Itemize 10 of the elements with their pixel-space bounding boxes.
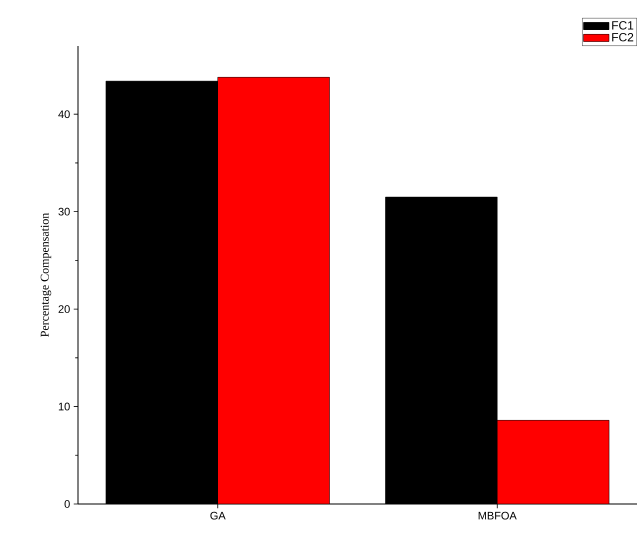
- legend-label: FC1: [612, 21, 634, 30]
- y-tick-label: 10: [58, 402, 70, 410]
- y-tick-label: 40: [58, 110, 70, 118]
- y-tick-label: 0: [64, 500, 70, 508]
- y-axis-title: Percentage Compensation: [40, 212, 52, 337]
- y-tick-label: 20: [58, 305, 70, 313]
- x-tick-label: GA: [210, 512, 226, 520]
- y-tick-label: 30: [58, 208, 70, 216]
- x-tick-label: MBFOA: [478, 512, 517, 520]
- legend-label: FC2: [612, 32, 634, 42]
